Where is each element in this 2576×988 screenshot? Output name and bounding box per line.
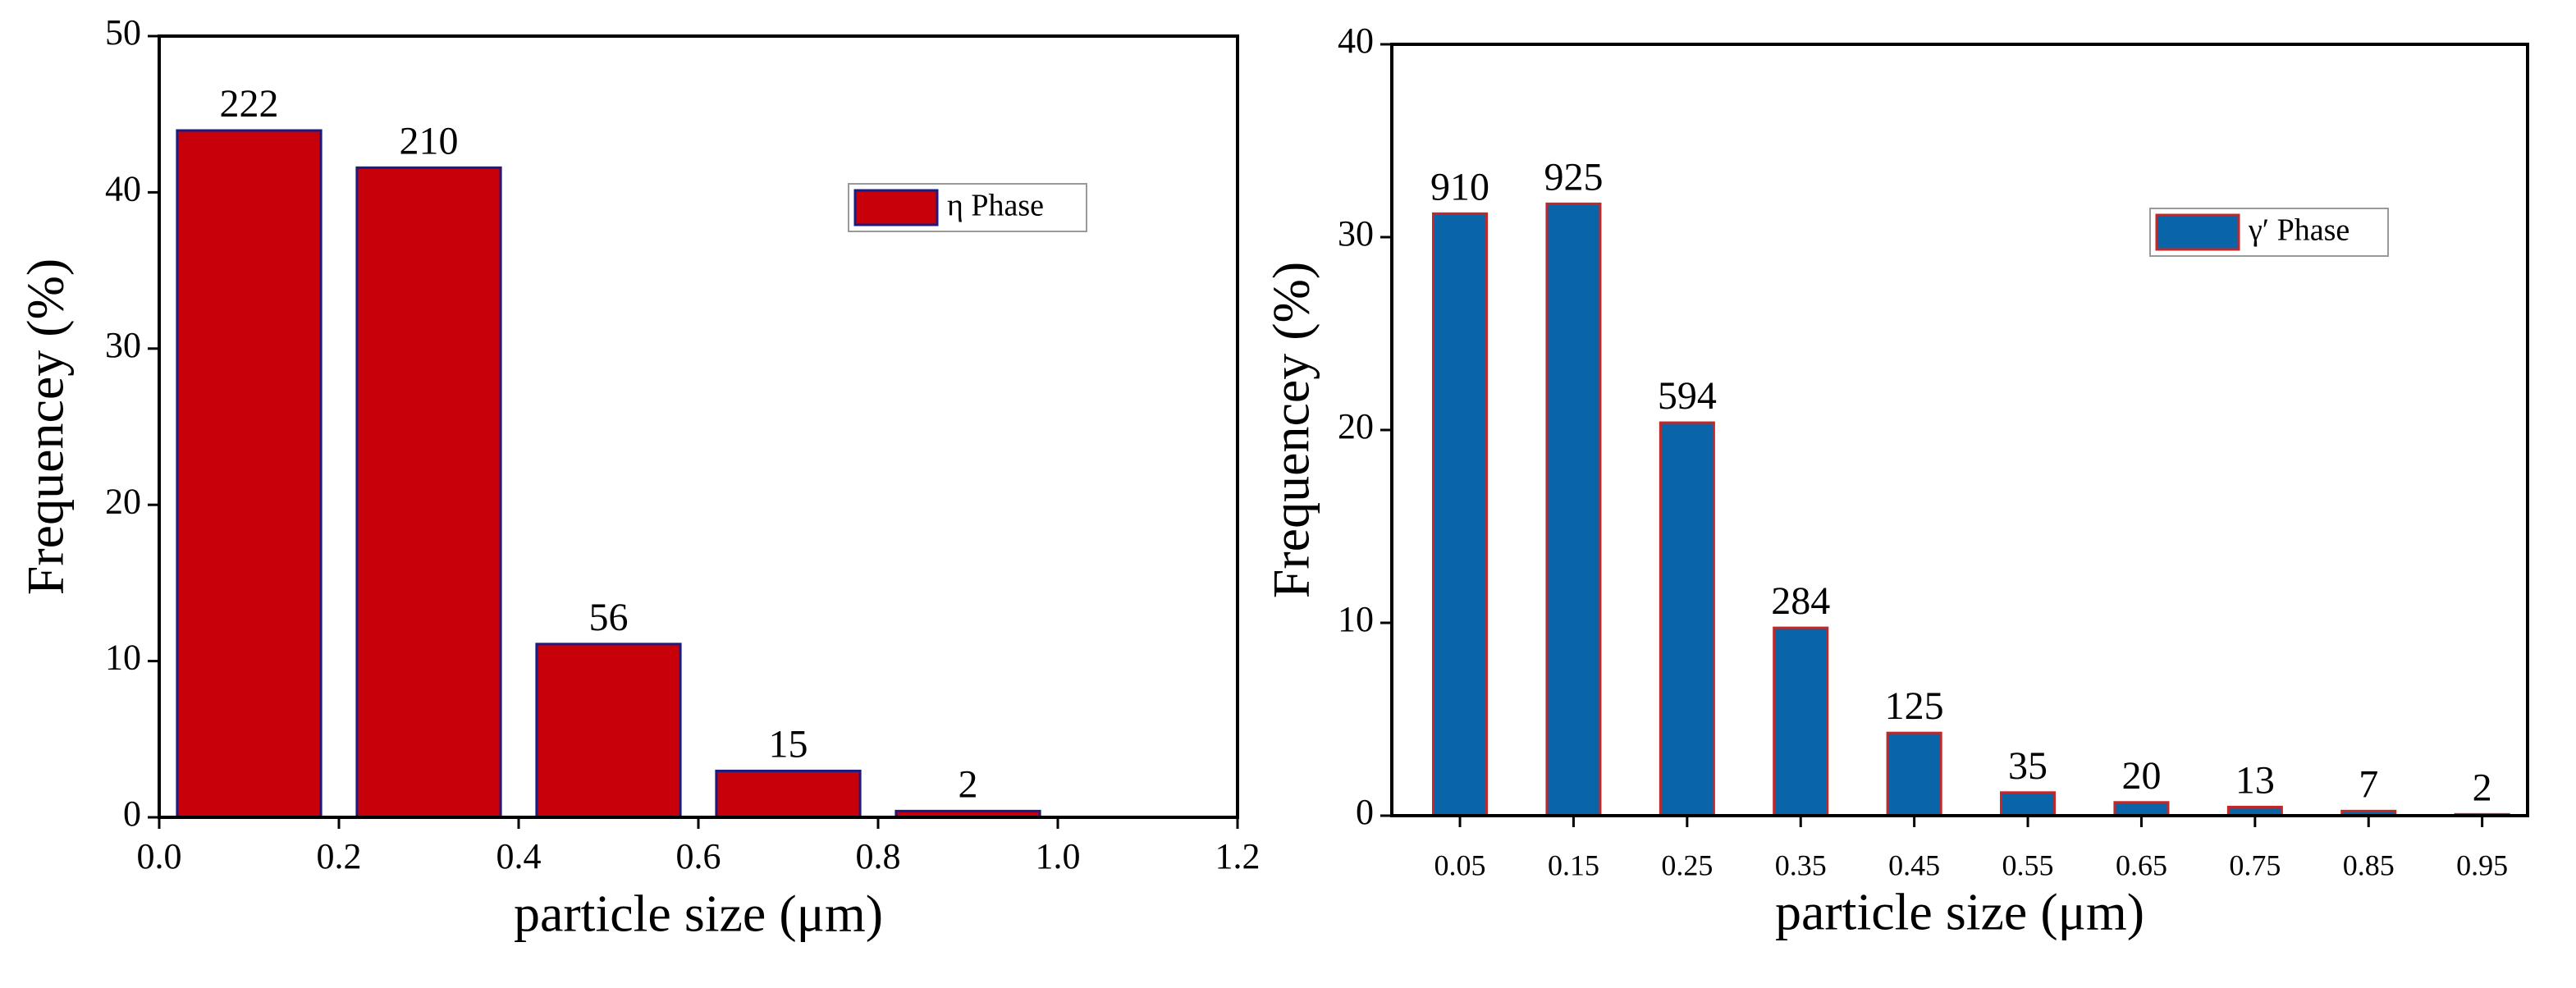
count-label: 2 (959, 762, 978, 806)
bar (2000, 791, 2057, 817)
x-tick-label: 0.4 (496, 836, 542, 876)
x-tick-label: 0.15 (1548, 848, 1599, 881)
count-label: 35 (2008, 744, 2048, 788)
y-tick-label: 20 (105, 481, 141, 521)
count-label: 284 (1771, 579, 1830, 623)
y-tick-label: 10 (1338, 599, 1374, 639)
bar (535, 643, 682, 819)
y-tick-label: 40 (1338, 21, 1374, 61)
x-tick-label: 0.0 (137, 836, 182, 876)
y-tick-label: 0 (123, 794, 141, 834)
bar (1659, 421, 1715, 817)
y-axis-title: Frequencey (%) (1262, 262, 1320, 598)
count-label: 13 (2235, 758, 2275, 802)
count-label: 594 (1658, 374, 1717, 418)
x-tick-label: 0.75 (2229, 848, 2281, 881)
x-axis-title: particle size (μm) (1775, 883, 2144, 941)
count-label: 222 (220, 82, 279, 126)
x-tick-label: 0.2 (317, 836, 362, 876)
y-tick-label: 50 (105, 12, 141, 53)
count-label: 210 (400, 119, 459, 162)
bar (1432, 212, 1489, 817)
x-tick-label: 0.45 (1888, 848, 1940, 881)
bar (355, 166, 502, 819)
count-label: 2 (2473, 766, 2492, 809)
x-tick-label: 0.6 (676, 836, 721, 876)
y-tick-label: 20 (1338, 406, 1374, 446)
x-tick-label: 0.05 (1434, 848, 1486, 881)
plot-frame (158, 34, 1239, 819)
plot-frame (1390, 43, 2529, 817)
bar (1545, 202, 1602, 817)
y-tick-label: 0 (1356, 792, 1374, 832)
y-tick-label: 30 (105, 325, 141, 365)
legend-label: γ′ Phase (2248, 213, 2350, 248)
x-tick-label: 1.2 (1215, 836, 1261, 876)
x-tick-label: 1.0 (1036, 836, 1081, 876)
x-tick-label: 0.8 (856, 836, 901, 876)
legend-swatch (2155, 213, 2240, 251)
x-tick-label: 0.65 (2116, 848, 2167, 881)
x-tick-label: 0.85 (2343, 848, 2395, 881)
legend-swatch (853, 189, 939, 226)
bar (2113, 801, 2170, 817)
count-label: 910 (1430, 165, 1489, 208)
count-label: 15 (769, 722, 808, 766)
y-axis-title: Frequencey (%) (16, 258, 75, 595)
x-axis-title: particle size (μm) (514, 885, 883, 943)
count-label: 20 (2121, 754, 2161, 798)
bar (1886, 731, 1942, 817)
count-label: 7 (2359, 762, 2378, 806)
y-tick-label: 40 (105, 168, 141, 208)
bar (715, 769, 862, 819)
count-label: 125 (1885, 684, 1944, 728)
y-tick-label: 30 (1338, 213, 1374, 254)
bar (1773, 626, 1829, 817)
legend-label: η Phase (947, 189, 1044, 223)
count-label: 925 (1544, 155, 1603, 199)
x-tick-label: 0.55 (2002, 848, 2054, 881)
y-tick-label: 10 (105, 638, 141, 678)
bar (176, 129, 323, 819)
x-tick-label: 0.25 (1661, 848, 1713, 881)
x-tick-label: 0.95 (2456, 848, 2508, 881)
x-tick-label: 0.35 (1775, 848, 1827, 881)
count-label: 56 (589, 596, 629, 639)
